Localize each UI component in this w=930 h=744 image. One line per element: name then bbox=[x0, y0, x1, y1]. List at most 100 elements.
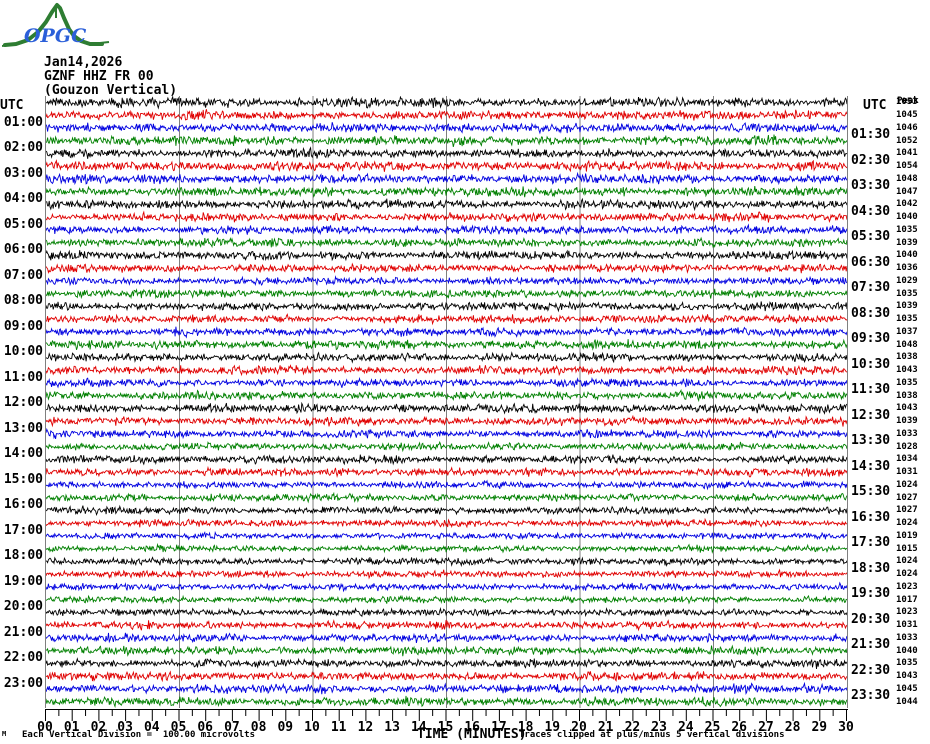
utc-right-header: UTC bbox=[863, 98, 887, 113]
left-hour-label: 06:00 bbox=[3, 242, 43, 257]
seismic-trace bbox=[46, 657, 847, 669]
seismic-trace bbox=[46, 122, 847, 135]
corner-mark: M bbox=[2, 730, 7, 738]
seismic-trace bbox=[46, 223, 847, 236]
seismic-trace bbox=[46, 479, 847, 491]
header-block: Jan14,2026 GZNF HHZ FR 00 (Gouzon Vertic… bbox=[44, 56, 177, 98]
peak-value: 1048 bbox=[896, 173, 918, 184]
seismic-trace bbox=[46, 530, 847, 541]
seismic-trace bbox=[46, 517, 847, 529]
left-hour-label: 17:00 bbox=[3, 522, 43, 538]
peak-value: 1047 bbox=[896, 186, 918, 197]
x-tick-label: 21 bbox=[597, 720, 614, 735]
seismic-trace bbox=[46, 581, 847, 593]
header-description: (Gouzon Vertical) bbox=[44, 83, 178, 98]
left-hour-label: 21:00 bbox=[3, 624, 43, 640]
seismic-trace bbox=[46, 695, 847, 708]
right-hour-labels: 01:30 02:30 03:30 04:30 05:30 06:30 07:30 08:30… bbox=[850, 96, 896, 708]
peak-value: 1015 bbox=[896, 543, 918, 554]
x-tick-label: 27 bbox=[758, 720, 774, 735]
seismic-trace bbox=[46, 326, 847, 339]
peak-value: 1045 bbox=[896, 683, 918, 694]
right-hour-label: 23:30 bbox=[851, 688, 891, 704]
peak-value-column: 1053 1045 1046 1052 1041 1054 1048 1047 1042 1040… bbox=[896, 96, 930, 708]
logo-baseline-right bbox=[99, 41, 110, 44]
right-hour-label: 01:30 bbox=[851, 127, 891, 143]
x-tick-label: 30 bbox=[838, 720, 854, 735]
peak-value: 1034 bbox=[896, 454, 918, 465]
peak-value: 1041 bbox=[896, 148, 918, 159]
right-hour-label: 18:30 bbox=[851, 560, 891, 576]
peak-value: 1024 bbox=[896, 569, 918, 580]
x-tick-label: 25 bbox=[704, 720, 721, 735]
x-tick-label: 13 bbox=[384, 720, 400, 735]
peak-value: 1048 bbox=[896, 339, 918, 350]
left-hour-label: 01:00 bbox=[3, 114, 43, 130]
peak-value: 1037 bbox=[896, 326, 918, 337]
left-hour-label: 11:00 bbox=[3, 369, 43, 385]
x-tick-label: 29 bbox=[811, 720, 828, 735]
seismic-trace bbox=[46, 197, 847, 212]
x-tick-label: 17 bbox=[491, 720, 507, 735]
peak-value: 1033 bbox=[896, 632, 918, 643]
seismic-trace bbox=[46, 401, 847, 415]
peak-value: 1031 bbox=[896, 620, 918, 631]
x-axis-title: TIME (MINUTES) bbox=[417, 727, 527, 742]
x-tick-label: 20 bbox=[571, 720, 587, 735]
x-tick-label: 08 bbox=[250, 720, 267, 735]
right-hour-label: 03:30 bbox=[851, 178, 891, 194]
x-tick-label: 02 bbox=[90, 720, 107, 735]
x-tick-label: 06 bbox=[197, 720, 214, 735]
seismic-trace bbox=[46, 287, 847, 300]
seismic-trace bbox=[46, 159, 847, 173]
left-hour-label: 13:00 bbox=[3, 420, 43, 436]
x-axis-tick-labels: 00 01 02 03 04 05 06 07 08 09 10 11 12 13 14 15 16 17 18 19… bbox=[0, 720, 930, 736]
seismic-trace bbox=[46, 146, 847, 160]
seismic-trace bbox=[46, 568, 847, 580]
seismic-trace bbox=[46, 504, 847, 516]
left-hour-label: 03:00 bbox=[3, 165, 43, 181]
peak-value: 1043 bbox=[896, 403, 918, 414]
seismic-trace bbox=[46, 249, 847, 262]
left-hour-label: 14:00 bbox=[3, 446, 43, 461]
header-date: Jan14,2026 bbox=[44, 55, 123, 70]
left-hour-label: 23:00 bbox=[3, 675, 43, 691]
seismic-trace bbox=[46, 556, 847, 568]
opgc-logo: OPGC bbox=[1, 2, 110, 52]
peak-value: 1043 bbox=[896, 365, 918, 376]
seismic-trace bbox=[46, 427, 847, 440]
peak-value: 1024 bbox=[896, 479, 918, 490]
right-hour-label: 09:30 bbox=[851, 331, 891, 347]
seismic-trace bbox=[46, 454, 847, 466]
right-hour-label: 17:30 bbox=[851, 535, 891, 551]
left-hour-label: 09:00 bbox=[3, 318, 43, 334]
right-hour-label: 21:30 bbox=[851, 637, 891, 653]
peak-value: 1038 bbox=[896, 390, 918, 401]
x-tick-label: 12 bbox=[357, 720, 374, 735]
x-tick-label: 03 bbox=[117, 720, 133, 735]
x-tick-label: 18 bbox=[517, 720, 534, 735]
right-hour-label: 06:30 bbox=[851, 254, 891, 270]
seismic-trace bbox=[46, 96, 847, 110]
x-tick-label: 23 bbox=[651, 720, 667, 735]
seismic-trace bbox=[46, 644, 847, 657]
helicorder-plot[interactable] bbox=[45, 96, 848, 708]
x-tick-label: 19 bbox=[544, 720, 561, 735]
left-hour-label: 10:00 bbox=[3, 344, 43, 359]
peak-value: 1043 bbox=[896, 671, 918, 682]
seismic-trace bbox=[46, 300, 847, 313]
peak-value: 1039 bbox=[896, 237, 918, 248]
seismic-trace bbox=[46, 491, 847, 504]
x-tick-label: 05 bbox=[170, 720, 187, 735]
left-hour-label: 07:00 bbox=[3, 267, 43, 283]
left-hour-label: 12:00 bbox=[3, 395, 43, 410]
peak-value: 1046 bbox=[896, 122, 918, 133]
header-station: GZNF HHZ FR 00 bbox=[44, 69, 154, 84]
left-hour-label: 04:00 bbox=[3, 191, 43, 206]
seismic-trace bbox=[46, 262, 847, 274]
right-hour-label: 04:30 bbox=[851, 203, 891, 219]
right-hour-label: 12:30 bbox=[851, 407, 891, 423]
x-tick-label: 10 bbox=[304, 720, 320, 735]
peak-value: 1039 bbox=[896, 416, 918, 427]
utc-left-header: UTC bbox=[0, 98, 24, 113]
